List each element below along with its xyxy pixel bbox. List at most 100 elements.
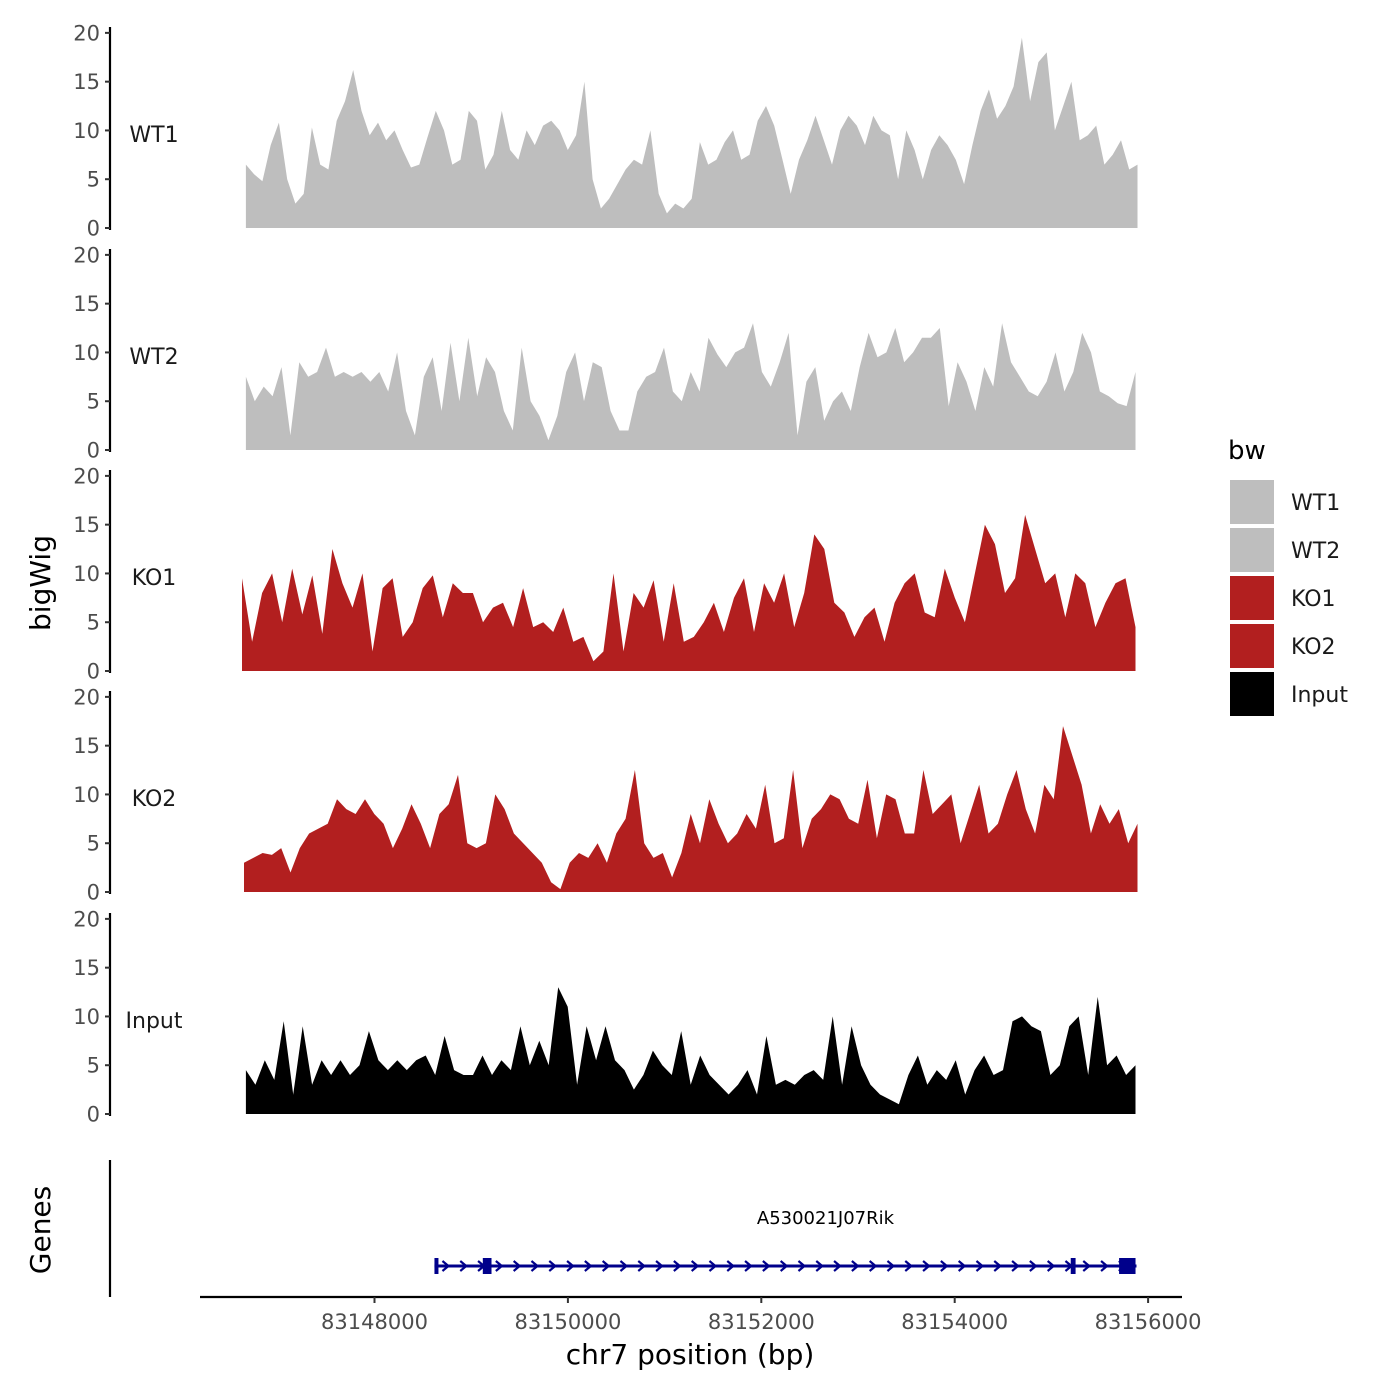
strand-arrow xyxy=(512,1260,522,1272)
strand-arrow xyxy=(459,1260,468,1272)
legend-key-input xyxy=(1230,672,1274,716)
legend-key-wt2 xyxy=(1230,528,1274,572)
coverage-area-ko1 xyxy=(242,514,1136,671)
y-tick-label: 20 xyxy=(73,464,100,488)
coverage-area-input xyxy=(245,987,1136,1114)
strand-arrow xyxy=(1011,1260,1020,1272)
y-tick-label: 20 xyxy=(73,21,100,45)
track-ko1: 0 5 10 15 20 KO1 xyxy=(73,464,1136,684)
gene-exon xyxy=(434,1258,439,1274)
y-tick-label: 10 xyxy=(73,341,100,365)
y-tick-label: 5 xyxy=(87,390,100,414)
strand-arrow xyxy=(637,1260,646,1272)
strand-arrow xyxy=(566,1260,575,1272)
x-axis: 83148000 83150000 83152000 83154000 83156000 xyxy=(200,1295,1202,1334)
track-label-input: Input xyxy=(126,1009,183,1034)
track-input: 0 5 10 15 20 Input xyxy=(73,907,1136,1127)
track-label-ko2: KO2 xyxy=(132,787,177,812)
y-tick-label: 15 xyxy=(73,292,100,316)
strand-arrow xyxy=(441,1260,451,1272)
y-tick-label: 5 xyxy=(87,611,100,635)
x-tick-label: 83148000 xyxy=(321,1310,428,1334)
x-tick-label: 83152000 xyxy=(708,1310,815,1334)
legend-label-ko2: KO2 xyxy=(1291,635,1336,660)
strand-arrow xyxy=(886,1260,896,1272)
track-wt1: 0 5 10 15 20 WT1 xyxy=(73,21,1138,241)
y-axis-title: bigWig xyxy=(24,535,57,631)
x-axis-title: chr7 position (bp) xyxy=(566,1338,815,1371)
gene-exon xyxy=(1070,1258,1076,1274)
strand-arrow xyxy=(601,1260,611,1272)
strand-arrow xyxy=(762,1260,771,1272)
y-tick-label: 0 xyxy=(87,660,100,684)
y-tick-label: 20 xyxy=(73,243,100,267)
strand-arrow xyxy=(530,1260,540,1272)
strand-arrow xyxy=(940,1260,949,1272)
coverage-tracks: 0 5 10 15 20 WT1 0 5 10 15 20 WT2 0 5 10 15 20 KO1 0 5 10 15 2… xyxy=(73,21,1138,1127)
coverage-area-ko2 xyxy=(244,726,1138,892)
strand-arrow xyxy=(584,1260,593,1272)
gene-annotation-panel: A530021J07Rik xyxy=(108,1160,1137,1297)
strand-arrow xyxy=(495,1260,504,1272)
strand-arrow xyxy=(726,1260,735,1272)
strand-arrow xyxy=(993,1260,1002,1272)
y-tick-label: 10 xyxy=(73,562,100,586)
coverage-area-wt2 xyxy=(245,323,1136,450)
y-tick-label: 10 xyxy=(73,783,100,807)
strand-arrow xyxy=(868,1260,878,1272)
track-label-wt2: WT2 xyxy=(129,345,178,370)
strand-arrow xyxy=(833,1260,842,1272)
legend-title: bw xyxy=(1228,436,1266,466)
strand-arrow xyxy=(975,1260,985,1272)
strand-arrow xyxy=(851,1260,860,1272)
track-label-ko1: KO1 xyxy=(132,566,177,591)
legend-label-wt2: WT2 xyxy=(1291,539,1340,564)
y-tick-label: 20 xyxy=(73,685,100,709)
track-wt2: 0 5 10 15 20 WT2 xyxy=(73,243,1136,463)
gene-exon xyxy=(1119,1258,1136,1274)
strand-arrow xyxy=(904,1260,913,1272)
x-tick-label: 83154000 xyxy=(901,1310,1008,1334)
strand-arrow xyxy=(548,1260,557,1272)
strand-arrow xyxy=(690,1260,700,1272)
strand-arrow xyxy=(1082,1260,1091,1272)
y-tick-label: 0 xyxy=(87,217,100,241)
y-tick-label: 10 xyxy=(73,1005,100,1029)
strand-arrow xyxy=(673,1260,682,1272)
y-tick-label: 15 xyxy=(73,513,100,537)
y-tick-label: 0 xyxy=(87,439,100,463)
strand-arrow xyxy=(744,1260,753,1272)
strand-arrow xyxy=(779,1260,789,1272)
legend-label-wt1: WT1 xyxy=(1291,491,1340,516)
legend-key-wt1 xyxy=(1230,480,1274,524)
strand-arrow xyxy=(922,1260,931,1272)
y-tick-label: 0 xyxy=(87,1103,100,1127)
strand-arrow xyxy=(619,1260,629,1272)
x-tick-label: 83156000 xyxy=(1095,1310,1202,1334)
gene-panel-title: Genes xyxy=(24,1186,57,1274)
y-tick-label: 15 xyxy=(73,956,100,980)
strand-arrow xyxy=(708,1260,718,1272)
track-label-wt1: WT1 xyxy=(129,123,178,148)
y-tick-label: 0 xyxy=(87,881,100,905)
legend-key-ko2 xyxy=(1230,624,1274,668)
gene-name-label: A530021J07Rik xyxy=(757,1208,895,1229)
y-tick-label: 15 xyxy=(73,70,100,94)
y-tick-label: 5 xyxy=(87,1054,100,1078)
legend-label-ko1: KO1 xyxy=(1291,587,1336,612)
strand-arrow xyxy=(655,1260,664,1272)
strand-arrow xyxy=(797,1260,807,1272)
strand-arrow xyxy=(957,1260,967,1272)
y-tick-label: 15 xyxy=(73,734,100,758)
track-ko2: 0 5 10 15 20 KO2 xyxy=(73,685,1138,905)
y-tick-label: 5 xyxy=(87,168,100,192)
gene-model: A530021J07Rik xyxy=(434,1208,1137,1274)
legend-label-input: Input xyxy=(1291,683,1348,708)
y-tick-label: 10 xyxy=(73,119,100,143)
legend: bw WT1 WT2 KO1 KO2 Input xyxy=(1228,436,1348,716)
y-tick-label: 5 xyxy=(87,832,100,856)
legend-key-ko1 xyxy=(1230,576,1274,620)
strand-arrow xyxy=(1046,1260,1056,1272)
gene-exon xyxy=(482,1258,492,1274)
